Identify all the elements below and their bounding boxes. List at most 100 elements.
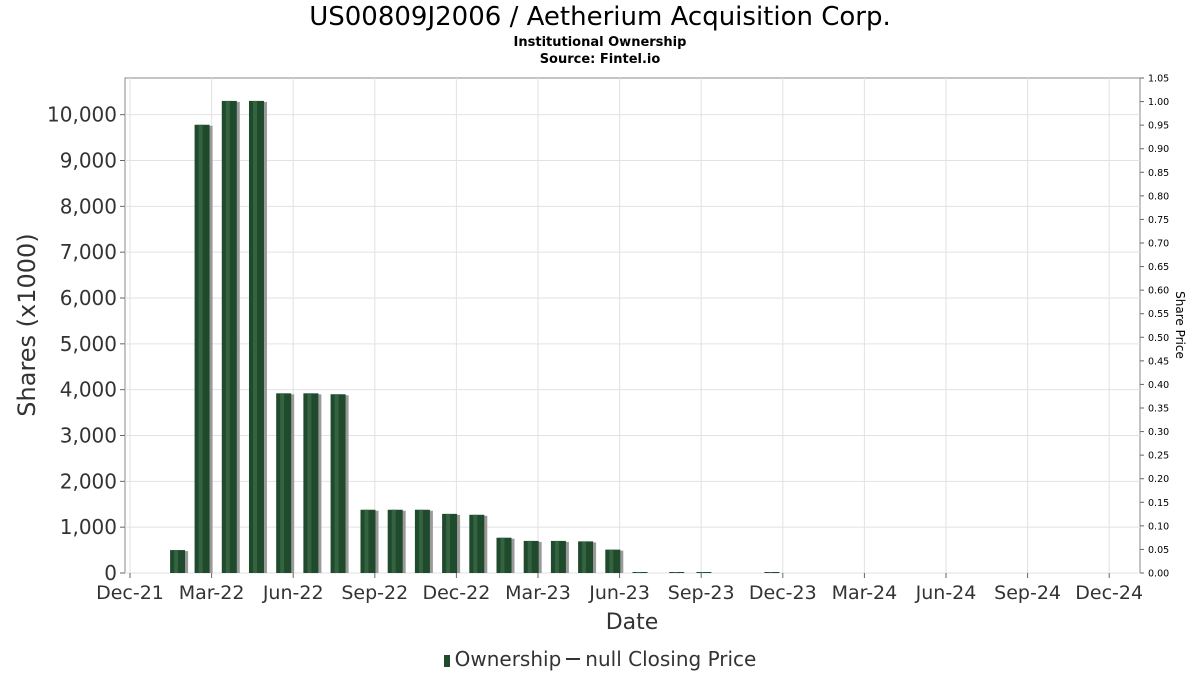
bar-highlight (174, 550, 179, 573)
y2-tick-label: 0.90 (1148, 144, 1169, 155)
bar-highlight (768, 572, 773, 573)
y2-tick-label: 0.15 (1148, 498, 1169, 509)
y2-tick-label: 1.00 (1148, 97, 1169, 108)
y-tick-label: 2,000 (60, 469, 117, 493)
y2-tick-label: 0.30 (1148, 427, 1169, 438)
legend-price-label: null Closing Price (585, 647, 757, 671)
ownership-bar (387, 509, 406, 573)
y2-tick-label: 0.85 (1148, 168, 1169, 179)
x-tick-label: Sep-24 (994, 582, 1061, 604)
price-legend-line (566, 658, 581, 660)
bar-highlight (280, 393, 285, 573)
y2-tick-label: 0.65 (1148, 262, 1169, 273)
bars (170, 100, 780, 574)
y-tick-label: 6,000 (60, 286, 117, 310)
y2-tick-label: 0.40 (1148, 380, 1169, 391)
legend: Ownership null Closing Price (0, 647, 1200, 671)
y-tick-label: 5,000 (60, 332, 117, 356)
ownership-bar (248, 100, 267, 574)
y-axis-label: Shares (x1000) (13, 233, 41, 416)
y-axis-ticks: 0 1,000 2,000 3,000 4,000 5,000 6,000 7,000 8,00… (47, 103, 125, 585)
y-tick-label: 1,000 (60, 515, 117, 539)
y2-tick-label: 0.05 (1148, 545, 1169, 556)
ownership-bar (632, 572, 648, 573)
bar-highlight (554, 540, 559, 573)
ownership-bar (360, 509, 379, 573)
bar-highlight (334, 394, 339, 573)
bar-highlight (252, 100, 257, 574)
y2-tick-label: 0.55 (1148, 309, 1169, 320)
y2-tick-label: 0.10 (1148, 521, 1169, 532)
y2-tick-label: 0.60 (1148, 286, 1169, 297)
x-tick-label: Mar-22 (179, 582, 245, 604)
x-axis-label: Date (606, 610, 659, 635)
bar-highlight (198, 124, 203, 573)
legend-ownership-label: Ownership (454, 647, 562, 671)
y2-tick-label: 0.75 (1148, 215, 1169, 226)
ownership-bar (523, 540, 542, 573)
ownership-bar (578, 541, 597, 573)
bar-highlight (636, 572, 641, 573)
y2-tick-label: 0.50 (1148, 333, 1169, 344)
ownership-bar (669, 572, 685, 573)
y2-tick-label: 0.95 (1148, 121, 1169, 132)
x-tick-label: Mar-24 (832, 582, 898, 604)
x-tick-label: Sep-22 (341, 582, 408, 604)
x-tick-label: Dec-21 (96, 582, 164, 604)
ownership-bar (550, 540, 569, 573)
y-tick-label: 0 (104, 561, 117, 585)
x-tick-label: Sep-23 (668, 582, 735, 604)
y2-tick-label: 0.70 (1148, 239, 1169, 250)
y2-axis-label: Share Price (1173, 291, 1187, 359)
bar-highlight (307, 393, 312, 573)
bar-highlight (609, 549, 614, 573)
ownership-bar (696, 572, 712, 573)
x-tick-label: Jun-22 (262, 582, 324, 604)
x-tick-label: Jun-23 (588, 582, 650, 604)
x-axis-ticks: Dec-21 Mar-22 Jun-22 Sep-22 Dec-22 Mar-23 Jun-… (96, 573, 1143, 604)
y-tick-label: 3,000 (60, 424, 117, 448)
ownership-bar (170, 550, 189, 573)
ownership-bar (414, 509, 433, 573)
y-tick-label: 9,000 (60, 149, 117, 173)
chart-title: US00809J2006 / Aetherium Acquisition Cor… (309, 2, 891, 32)
ownership-bar (496, 537, 515, 573)
ownership-bar (276, 393, 295, 573)
y2-tick-label: 0.80 (1148, 191, 1169, 202)
y-tick-label: 4,000 (60, 378, 117, 402)
chart-source: Source: Fintel.io (539, 52, 661, 67)
chart-subtitle: Institutional Ownership (513, 35, 687, 50)
y-tick-label: 7,000 (60, 240, 117, 264)
y2-tick-label: 0.45 (1148, 356, 1169, 367)
bar-highlight (500, 537, 505, 573)
x-tick-label: Dec-24 (1075, 582, 1143, 604)
y2-tick-label: 0.35 (1148, 404, 1169, 415)
x-tick-label: Dec-22 (422, 582, 490, 604)
bar-highlight (473, 514, 478, 573)
x-tick-label: Jun-24 (915, 582, 977, 604)
y2-axis-ticks: 0.00 0.05 0.10 0.15 0.20 0.25 0.30 0.35 0.40 0.45… (1140, 74, 1169, 580)
bar-highlight (582, 541, 587, 573)
y-tick-label: 8,000 (60, 194, 117, 218)
bar-highlight (418, 509, 423, 573)
x-tick-label: Mar-23 (505, 582, 571, 604)
ownership-bar (469, 514, 488, 573)
ownership-bar (605, 549, 624, 573)
y2-tick-label: 1.05 (1148, 74, 1169, 85)
ownership-bar (764, 572, 780, 573)
ownership-bar (194, 124, 213, 573)
bar-highlight (225, 100, 230, 574)
y-tick-label: 10,000 (47, 103, 117, 127)
bar-highlight (391, 509, 396, 573)
ownership-bar (330, 394, 349, 573)
ownership-bar (303, 393, 322, 573)
bar-highlight (446, 513, 451, 573)
bar-highlight (700, 572, 705, 573)
bar-highlight (527, 540, 532, 573)
ownership-bar (221, 100, 240, 574)
y2-tick-label: 0.20 (1148, 474, 1169, 485)
ownership-legend-swatch (443, 655, 450, 667)
x-tick-label: Dec-23 (749, 582, 817, 604)
ownership-bar (442, 513, 461, 573)
